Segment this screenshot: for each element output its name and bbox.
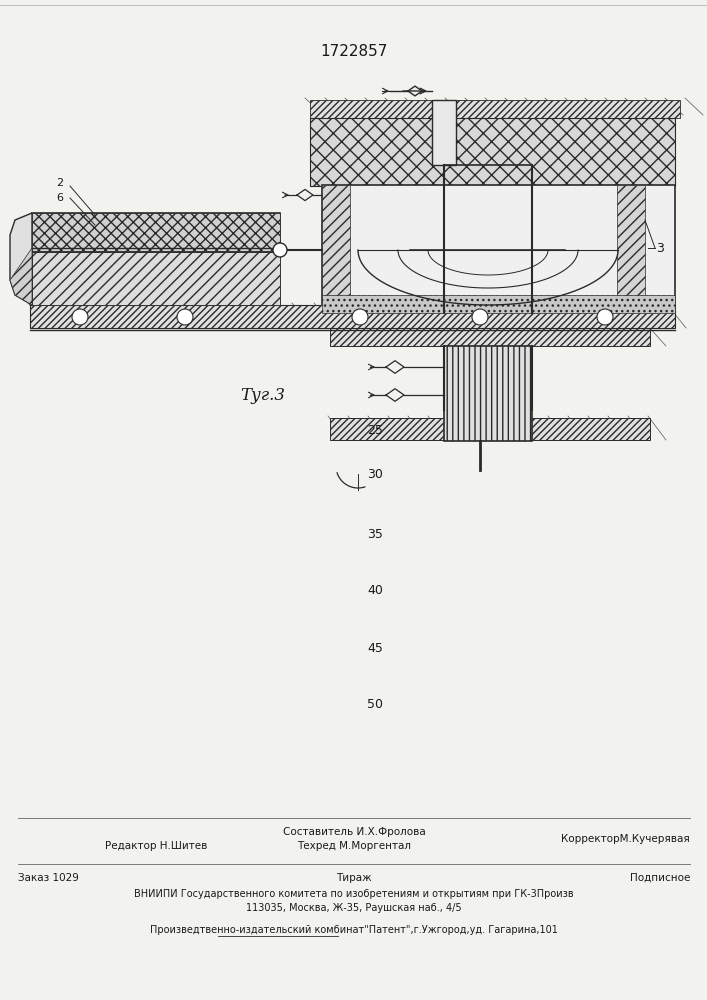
Text: Техред М.Моргентал: Техред М.Моргентал [297, 841, 411, 851]
Circle shape [352, 309, 368, 325]
Text: 113035, Москва, Ж-35, Раушская наб., 4/5: 113035, Москва, Ж-35, Раушская наб., 4/5 [246, 903, 462, 913]
Circle shape [273, 243, 287, 257]
Text: Произведтвенно-издательский комбинат"Патент",г.Ужгород,уд. Гагарина,101: Произведтвенно-издательский комбинат"Пат… [150, 925, 558, 935]
Polygon shape [10, 213, 32, 305]
Bar [432, 100, 456, 165]
Bar [322, 185, 350, 305]
Text: Подписное: Подписное [630, 873, 690, 883]
Text: 35: 35 [367, 528, 383, 542]
Bar [310, 118, 675, 186]
Text: 6: 6 [57, 193, 64, 203]
Polygon shape [10, 248, 32, 305]
Bar [30, 305, 675, 328]
Text: 1722857: 1722857 [320, 44, 387, 60]
Bar [322, 185, 675, 305]
Text: Редактор Н.Шитев: Редактор Н.Шитев [105, 841, 207, 851]
Bar [310, 100, 680, 118]
Text: 45: 45 [367, 642, 383, 654]
Bar [330, 328, 650, 346]
Bar [32, 213, 280, 251]
Text: Тираж: Тираж [337, 873, 372, 883]
Text: Составитель И.Х.Фролова: Составитель И.Х.Фролова [283, 827, 426, 837]
Circle shape [472, 309, 488, 325]
Bar [444, 346, 532, 441]
Text: 50: 50 [367, 698, 383, 712]
Circle shape [597, 309, 613, 325]
Bar [32, 213, 280, 305]
Bar [617, 185, 645, 305]
Text: 30: 30 [367, 468, 383, 482]
Bar [32, 251, 280, 305]
Text: КорректорМ.Кучерявая: КорректорМ.Кучерявая [561, 834, 690, 844]
Text: Заказ 1029: Заказ 1029 [18, 873, 79, 883]
Text: 40: 40 [367, 584, 383, 596]
Text: ВНИИПИ Государственного комитета по изобретениям и открытиям при ГК-3Произв: ВНИИПИ Государственного комитета по изоб… [134, 889, 574, 899]
Bar [330, 418, 650, 440]
Text: 25: 25 [367, 424, 383, 436]
Text: 3: 3 [656, 241, 664, 254]
Text: Τуг.3: Τуг.3 [240, 386, 285, 403]
Text: 2: 2 [57, 178, 64, 188]
Circle shape [72, 309, 88, 325]
Bar [322, 295, 675, 313]
Circle shape [177, 309, 193, 325]
